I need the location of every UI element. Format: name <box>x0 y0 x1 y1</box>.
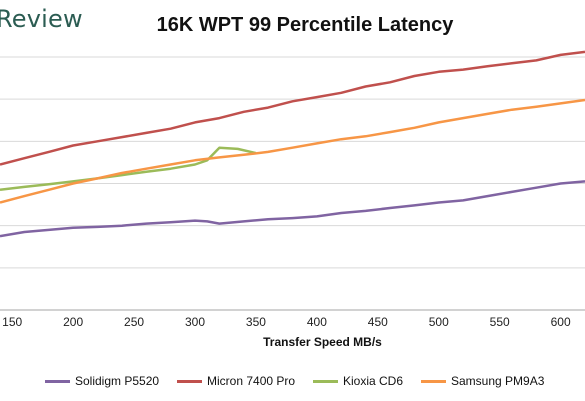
series-line-1 <box>0 50 585 166</box>
legend-label-solidigm: Solidigm P5520 <box>75 374 160 388</box>
legend-swatch-samsung <box>421 379 446 383</box>
legend: Solidigm P5520 Micron 7400 Pro Kioxia CD… <box>0 371 585 391</box>
x-tick-label: 300 <box>185 315 205 329</box>
x-axis-label: Transfer Speed MB/s <box>263 335 382 349</box>
brand-logo-text: Review <box>0 5 83 33</box>
legend-item-solidigm: Solidigm P5520 <box>45 371 159 391</box>
series-line-3 <box>0 98 585 204</box>
series-line-2 <box>0 146 257 192</box>
legend-item-kioxia: Kioxia CD6 <box>313 371 403 391</box>
legend-swatch-micron <box>177 379 202 383</box>
x-tick-label: 200 <box>63 315 83 329</box>
x-tick-label: 400 <box>307 315 327 329</box>
legend-label-micron: Micron 7400 Pro <box>207 374 296 388</box>
x-tick-label: 150 <box>2 315 22 329</box>
x-tick-label: 250 <box>124 315 144 329</box>
legend-item-micron: Micron 7400 Pro <box>177 371 295 391</box>
series-line-0 <box>0 180 585 238</box>
x-tick-label: 450 <box>368 315 388 329</box>
legend-swatch-kioxia <box>313 379 338 383</box>
x-tick-label: 550 <box>490 315 510 329</box>
chart-title: 16K WPT 99 Percentile Latency <box>156 14 454 36</box>
x-tick-label: 500 <box>429 315 449 329</box>
legend-item-samsung: Samsung PM9A3 <box>421 371 544 391</box>
legend-swatch-solidigm <box>45 379 70 383</box>
legend-label-samsung: Samsung PM9A3 <box>451 374 545 388</box>
x-tick-label: 350 <box>246 315 266 329</box>
x-tick-label: 600 <box>551 315 571 329</box>
legend-label-kioxia: Kioxia CD6 <box>343 374 404 388</box>
